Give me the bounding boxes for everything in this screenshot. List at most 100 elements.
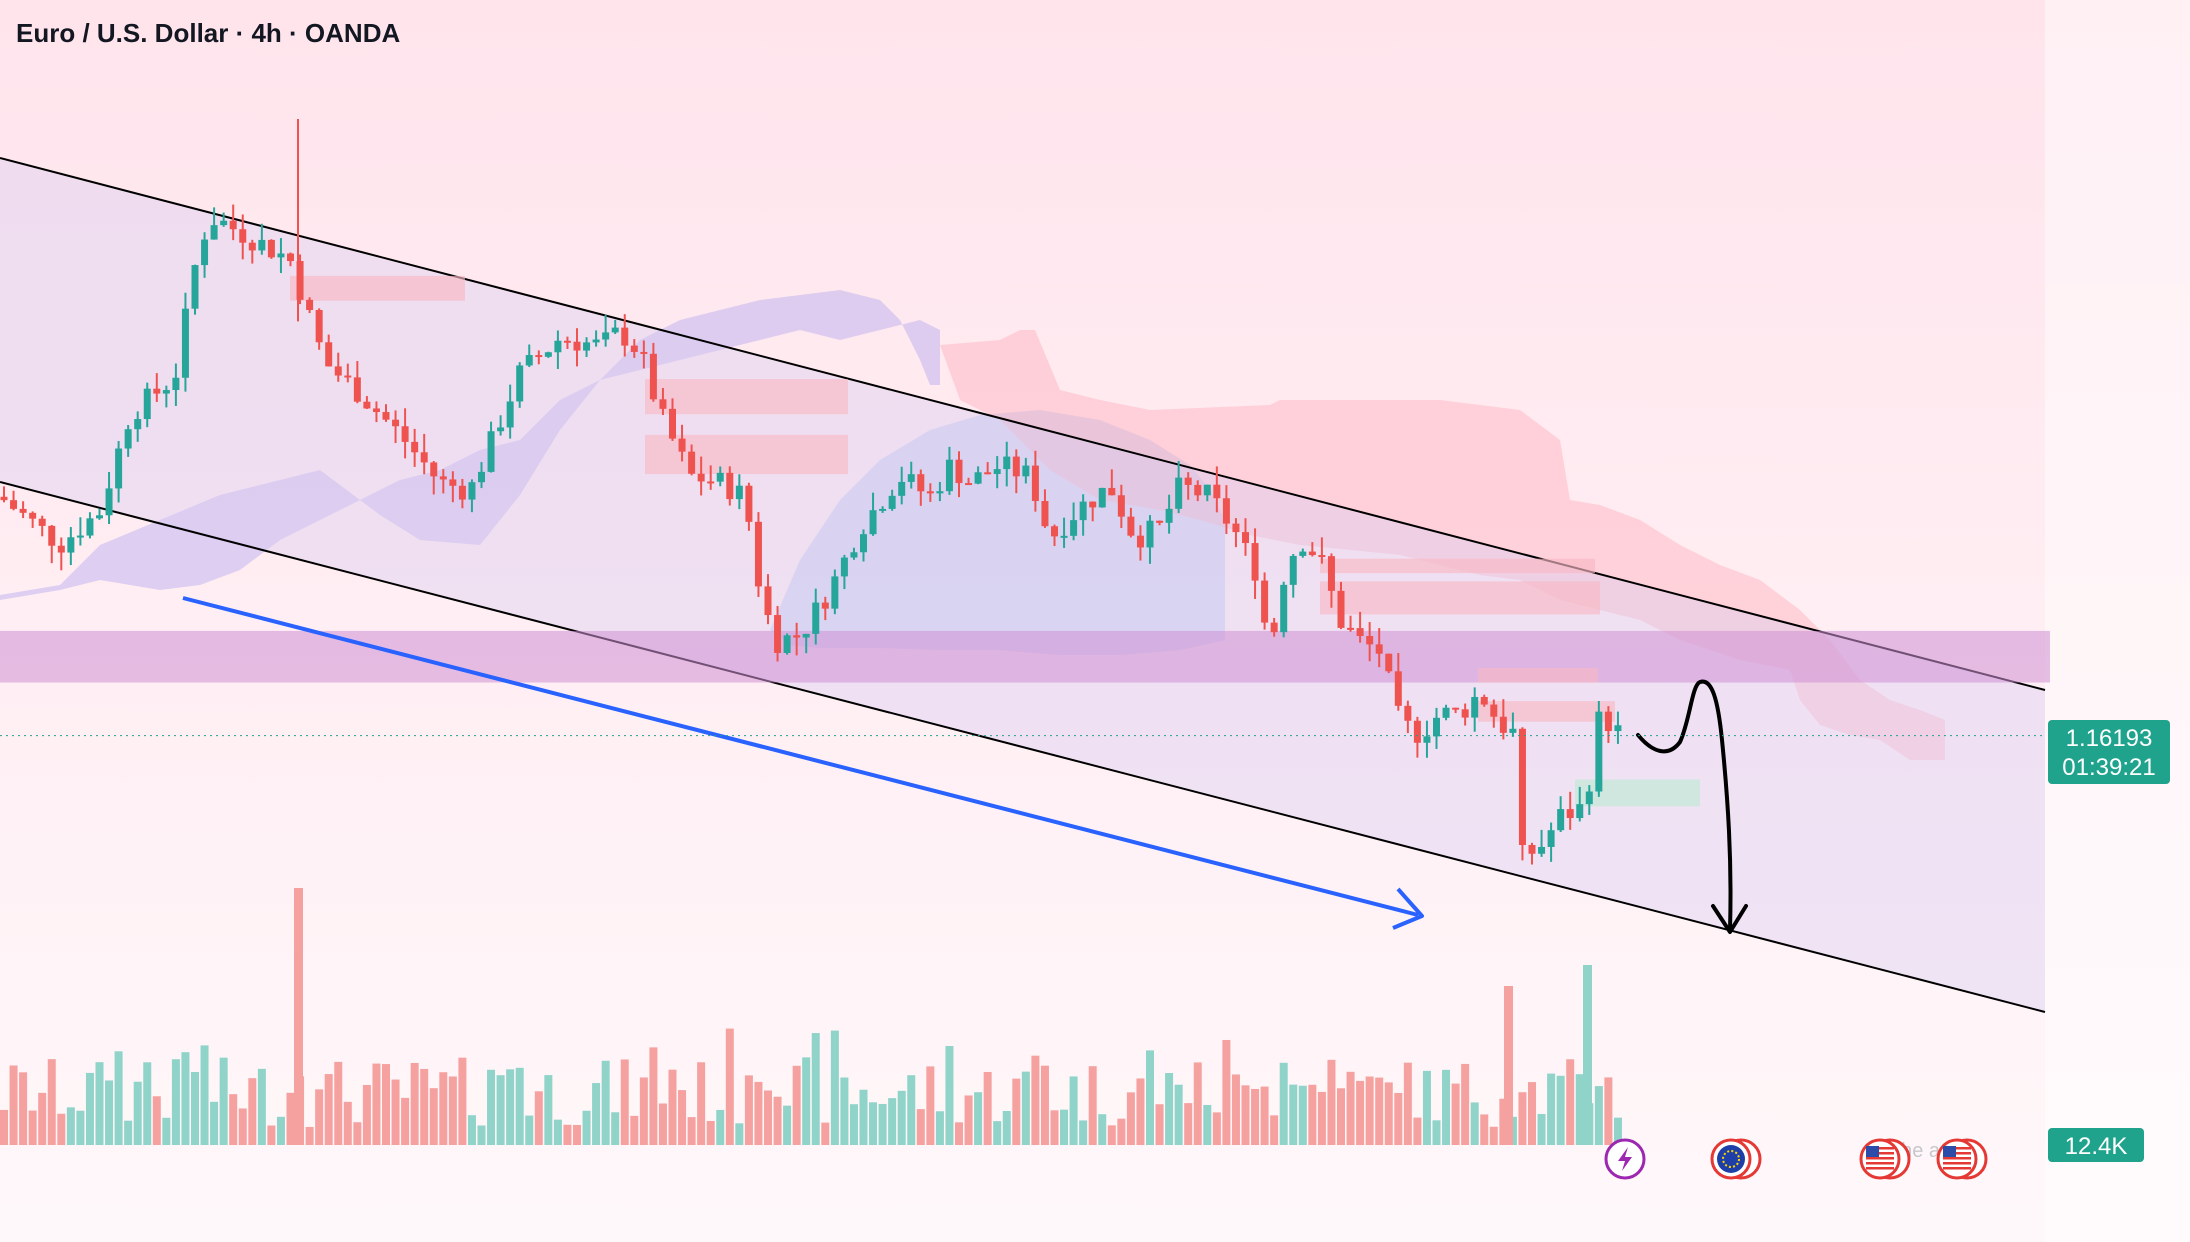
candle-body-14 — [134, 419, 142, 430]
candle-body-12 — [115, 448, 123, 489]
candle-body-31 — [296, 261, 304, 300]
volume-bar-73 — [697, 1062, 706, 1145]
candle-body-156 — [1490, 704, 1498, 717]
us-flag-icon[interactable] — [1936, 1138, 1988, 1180]
candle-body-29 — [277, 253, 285, 258]
fvg-box-5 — [1478, 668, 1598, 683]
fvg-box-4 — [1320, 581, 1600, 615]
volume-bar-88 — [840, 1077, 849, 1145]
candle-body-1 — [10, 500, 18, 509]
volume-bar-33 — [315, 1089, 324, 1145]
lightning-icon-bolt — [1618, 1147, 1632, 1171]
volume-bar-38 — [362, 1084, 371, 1145]
volume-bar-12 — [114, 1051, 123, 1145]
candle-body-60 — [573, 341, 581, 351]
volume-bar-17 — [162, 1117, 171, 1145]
volume-bar-23 — [219, 1057, 228, 1145]
candle-body-33 — [315, 309, 323, 343]
lightning-icon[interactable] — [1604, 1138, 1646, 1180]
candle-body-85 — [812, 602, 820, 634]
us-flag-stripe-4 — [1866, 1167, 1894, 1170]
candle-body-79 — [754, 521, 762, 587]
candle-body-50 — [478, 471, 485, 483]
volume-bar-79 — [754, 1081, 763, 1145]
volume-tag: 12.4K — [2048, 1128, 2144, 1162]
volume-bar-57 — [544, 1075, 553, 1145]
candle-body-109 — [1041, 501, 1049, 527]
candle-body-169 — [1614, 725, 1622, 732]
candle-body-110 — [1051, 526, 1058, 537]
volume-bar-77 — [735, 1123, 744, 1145]
current-price-tag[interactable]: 1.16193 01:39:21 — [2048, 720, 2170, 784]
volume-bar-69 — [658, 1103, 667, 1145]
candle-body-28 — [267, 239, 275, 258]
volume-bar-52 — [496, 1075, 505, 1145]
volume-bar-142 — [1356, 1080, 1365, 1145]
trend-arrow-head — [1392, 887, 1424, 930]
volume-bar-42 — [401, 1097, 410, 1145]
candle-body-145 — [1385, 653, 1393, 672]
eu-flag-icon[interactable] — [1710, 1138, 1762, 1180]
volume-bar-96 — [916, 1109, 925, 1145]
economic-events[interactable] — [1604, 1138, 1988, 1180]
volume-bar-56 — [534, 1091, 543, 1145]
candle-body-148 — [1413, 720, 1421, 743]
volume-bar-122 — [1165, 1073, 1174, 1145]
fvg-boxes — [290, 275, 1700, 807]
candle-body-163 — [1557, 809, 1565, 831]
volume-bar-127 — [1212, 1112, 1221, 1145]
fvg-box-7 — [1575, 779, 1700, 807]
volume-bar-164 — [1566, 1059, 1575, 1145]
volume-bar-105 — [1002, 1110, 1011, 1145]
volume-bar-58 — [553, 1119, 562, 1145]
volume-bar-8 — [76, 1110, 85, 1145]
candle-body-121 — [1156, 520, 1164, 523]
candle-body-55 — [525, 355, 533, 366]
candle-body-125 — [1194, 484, 1202, 496]
candle-body-154 — [1471, 696, 1479, 718]
chart-title: Euro / U.S. Dollar · 4h · OANDA — [16, 18, 400, 48]
volume-bar-111 — [1060, 1109, 1069, 1145]
candle-body-94 — [898, 481, 906, 496]
candle-body-61 — [583, 342, 591, 351]
us-flag-stripe-1 — [1943, 1152, 1971, 1155]
candle-body-153 — [1461, 709, 1469, 718]
volume-spike-3 — [1504, 986, 1513, 1145]
candle-body-89 — [850, 552, 858, 558]
candle-body-129 — [1232, 523, 1240, 533]
candle-body-53 — [506, 401, 514, 428]
candle-body-143 — [1366, 636, 1374, 645]
us-flag-icon[interactable] — [1859, 1138, 1911, 1180]
candle-body-83 — [793, 635, 801, 638]
candle-body-72 — [688, 451, 696, 474]
candle-body-128 — [1222, 498, 1230, 524]
volume-bar-95 — [907, 1075, 916, 1145]
candle-body-144 — [1375, 644, 1383, 654]
volume-bar-28 — [267, 1125, 276, 1145]
candle-body-17 — [162, 390, 170, 394]
volume-bar-130 — [1241, 1085, 1250, 1145]
candle-body-140 — [1337, 590, 1345, 628]
volume-bar-135 — [1289, 1084, 1298, 1145]
fvg-box-0 — [290, 275, 465, 301]
candle-body-101 — [965, 483, 973, 486]
volume-bar-160 — [1528, 1082, 1536, 1145]
candle-body-135 — [1289, 555, 1297, 585]
candle-body-97 — [926, 491, 934, 494]
candle-body-103 — [984, 472, 992, 475]
supply-demand-zone — [0, 630, 2050, 683]
candle-body-142 — [1356, 628, 1364, 637]
candle-body-73 — [697, 473, 705, 482]
volume-bar-85 — [811, 1033, 820, 1145]
volume-bar-35 — [334, 1061, 343, 1145]
volume-bar-29 — [276, 1116, 285, 1145]
candle-body-27 — [258, 239, 266, 251]
candle-body-8 — [76, 535, 84, 538]
volume-tag-bg — [2048, 1128, 2144, 1162]
candle-body-131 — [1251, 543, 1259, 581]
candle-body-39 — [372, 408, 380, 413]
volume-bar-133 — [1270, 1115, 1279, 1145]
volume-bar-131 — [1251, 1088, 1260, 1145]
volume-bar-102 — [974, 1092, 983, 1145]
candle-body-167 — [1595, 711, 1603, 792]
